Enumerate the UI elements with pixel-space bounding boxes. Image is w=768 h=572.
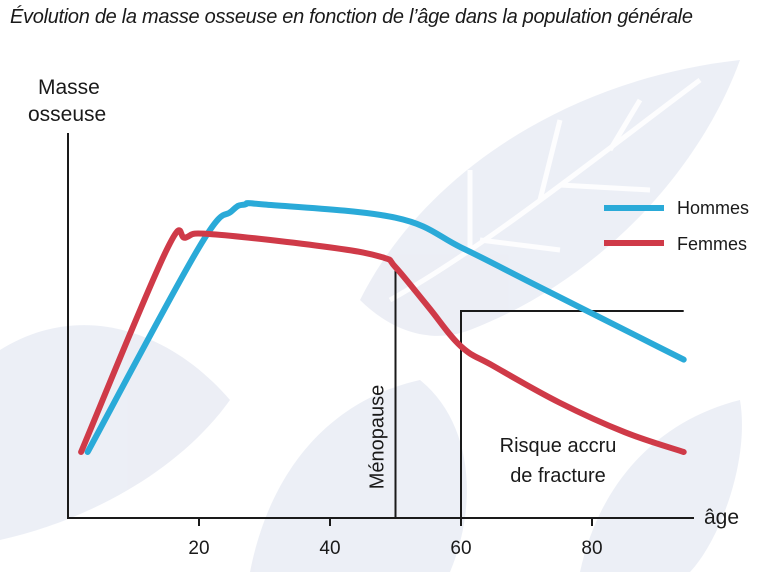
y-axis-label-line1: Masse [38,76,100,99]
watermark-veins [388,78,702,303]
watermark-leaf [0,60,742,572]
y-axis-label-line2: osseuse [28,103,106,126]
x-tick-label: 80 [581,538,602,559]
fracture-risk-bracket [460,310,684,518]
menopause-label: Ménopause [367,385,389,490]
x-axis-label: âge [704,506,739,529]
x-tick-label: 40 [319,538,340,559]
fracture-label-line2: de fracture [510,465,606,487]
series-line-hommes [84,200,687,455]
chart-title: Évolution de la masse osseuse en fonctio… [10,6,693,28]
legend-label-hommes: Hommes [677,198,749,218]
x-tick-label: 20 [188,538,209,559]
x-ticks: 20 40 60 80 [188,518,603,559]
fracture-label-line1: Risque accru [500,435,617,457]
series-line-femmes [78,227,687,455]
x-tick-label: 60 [450,538,471,559]
legend-label-femmes: Femmes [677,234,747,254]
legend: Hommes Femmes [604,198,749,254]
